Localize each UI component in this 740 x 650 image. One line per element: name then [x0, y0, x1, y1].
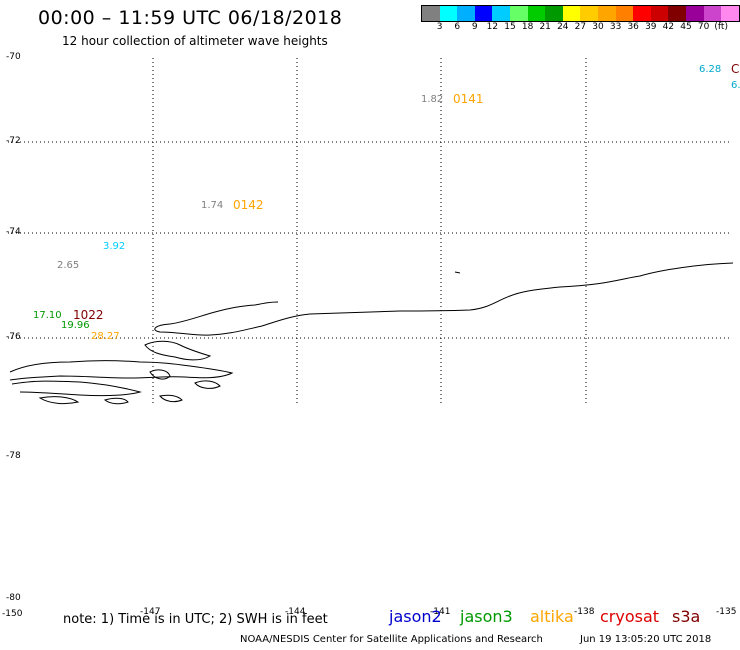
island-8: [159, 394, 183, 403]
lat-label-76: -76: [6, 332, 21, 342]
colorbar-label: 9: [471, 22, 478, 32]
colorbar-label: 30: [592, 22, 604, 32]
colorbar-swatch: [509, 6, 528, 21]
credit-line: NOAA/NESDIS Center for Satellite Applica…: [240, 634, 543, 645]
colorbar-swatch: [492, 6, 510, 21]
obs-swh: 17.10: [33, 310, 62, 321]
lon-label-147: -147: [140, 607, 161, 617]
colorbar-swatch: [668, 6, 686, 21]
colorbar-swatch: [562, 6, 581, 21]
map-title: 00:00 – 11:59 UTC 06/18/2018: [38, 7, 343, 29]
colorbar-label: 70: [697, 22, 710, 32]
colorbar-label: 18: [521, 22, 534, 32]
obs-cycle: 0141: [453, 92, 484, 106]
island-1: [144, 340, 212, 361]
colorbar-label: 12: [486, 22, 499, 32]
obs-cycle: 0142: [233, 198, 264, 212]
obs-cycle: 1022: [73, 308, 104, 322]
lat-label-70: -70: [6, 52, 21, 62]
legend-altika: altika: [530, 607, 574, 626]
colorbar-swatch: [527, 6, 546, 21]
colorbar-labels: 3 6 9 12 15 18 21 24 27 30 33 36 39 42 45 70 (ft): [421, 22, 740, 34]
obs-swh: 1.82: [421, 94, 444, 105]
legend-cryosat: cryosat: [600, 607, 660, 626]
colorbar-swatch: [457, 6, 475, 21]
colorbar-swatch: [474, 6, 493, 21]
colorbar-swatch: [685, 6, 704, 21]
island-7: [103, 397, 129, 405]
obs-cycle: C: [731, 62, 740, 76]
colorbar-label: (ft): [714, 22, 728, 32]
colorbar-label: 42: [662, 22, 675, 32]
obs-swh: 19.96: [61, 320, 90, 331]
lat-label-78: -78: [6, 451, 21, 461]
colorbar-swatch: [703, 6, 722, 21]
wave-height-colorbar: [421, 5, 740, 22]
obs-swh: 2.65: [57, 260, 80, 271]
colorbar-label: 39: [645, 22, 657, 32]
lon-label-144: -144: [285, 607, 306, 617]
obs-swh: 6.: [731, 80, 740, 91]
colorbar-swatch: [422, 6, 440, 21]
graticule: [8, 58, 730, 405]
coastline-main: [154, 262, 734, 336]
island-5: [194, 380, 221, 389]
obs-swh: 3.92: [103, 241, 126, 252]
island-3: [11, 380, 142, 397]
islet: [454, 271, 461, 274]
footer-note: note: 1) Time is in UTC; 2) SWH is in fe…: [63, 612, 328, 627]
colorbar-swatch: [439, 6, 458, 21]
lat-label-72: -72: [6, 136, 21, 146]
island-4: [149, 369, 171, 380]
map-subtitle: 12 hour collection of altimeter wave hei…: [62, 34, 328, 48]
colorbar-label: 15: [504, 22, 516, 32]
colorbar-label: 36: [627, 22, 639, 32]
legend-s3a: s3a: [672, 607, 701, 626]
lat-label-80: -80: [6, 593, 21, 603]
colorbar-label: 33: [609, 22, 622, 32]
colorbar-swatch: [650, 6, 669, 21]
legend-jason3: jason3: [460, 607, 513, 626]
lon-label-141: -141: [430, 607, 451, 617]
coastline: [9, 262, 734, 405]
colorbar-label: 3: [436, 22, 443, 32]
lon-label-150: -150: [2, 609, 23, 619]
obs-swh: 6.28: [699, 64, 722, 75]
obs-swh: 28.27: [91, 331, 120, 342]
colorbar-label: 27: [574, 22, 587, 32]
colorbar-swatch: [721, 6, 739, 21]
lon-label-135: -135: [716, 607, 737, 617]
lat-label-74: -74: [6, 227, 21, 237]
colorbar-label: 24: [557, 22, 569, 32]
legend-jason2: jason2: [389, 607, 442, 626]
colorbar-label: 6: [454, 22, 461, 32]
island-6: [38, 396, 80, 405]
colorbar-swatch: [738, 6, 740, 21]
colorbar-swatch: [633, 6, 651, 21]
lon-label-138: -138: [574, 607, 595, 617]
generated-timestamp: Jun 19 13:05:20 UTC 2018: [580, 634, 712, 645]
colorbar-swatch: [545, 6, 563, 21]
colorbar-label: 45: [680, 22, 692, 32]
colorbar-swatch: [580, 6, 598, 21]
island-2: [9, 360, 234, 381]
colorbar-swatch: [615, 6, 634, 21]
colorbar-swatch: [597, 6, 616, 21]
obs-swh: 1.74: [201, 200, 224, 211]
colorbar-label: 21: [539, 22, 551, 32]
